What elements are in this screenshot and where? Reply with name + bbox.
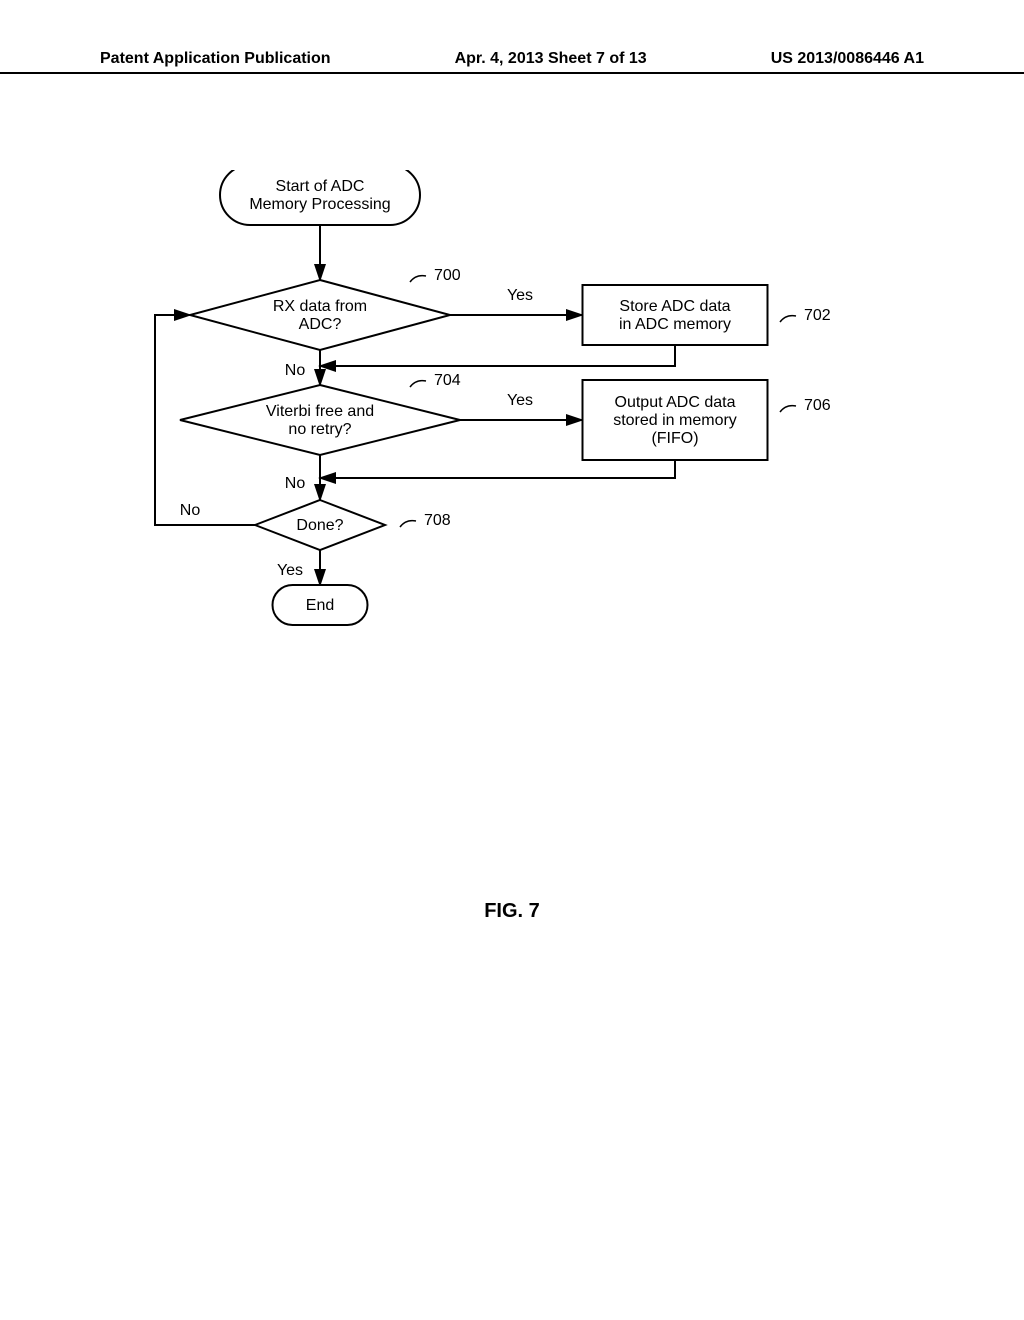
svg-text:Viterbi free and: Viterbi free and xyxy=(266,403,374,420)
page-header: Patent Application Publication Apr. 4, 2… xyxy=(0,50,1024,74)
figure-label: FIG. 7 xyxy=(0,900,1024,923)
svg-text:No: No xyxy=(285,475,306,492)
svg-text:ADC?: ADC? xyxy=(299,316,342,333)
svg-text:End: End xyxy=(306,597,334,614)
header-center: Apr. 4, 2013 Sheet 7 of 13 xyxy=(455,50,647,68)
svg-text:Store ADC data: Store ADC data xyxy=(619,298,730,315)
svg-text:no retry?: no retry? xyxy=(288,421,351,438)
svg-text:708: 708 xyxy=(424,512,451,529)
svg-text:Memory Processing: Memory Processing xyxy=(249,196,390,213)
svg-text:Done?: Done? xyxy=(296,517,343,534)
svg-text:(FIFO): (FIFO) xyxy=(651,430,698,447)
flowchart-diagram: Yes No Yes No No Yes Start of ADCMemory Proces… xyxy=(120,170,900,690)
svg-text:700: 700 xyxy=(434,267,461,284)
svg-text:No: No xyxy=(180,502,201,519)
header-left: Patent Application Publication xyxy=(100,50,331,68)
svg-text:Yes: Yes xyxy=(507,287,533,304)
svg-text:702: 702 xyxy=(804,307,831,324)
header-right: US 2013/0086446 A1 xyxy=(771,50,924,68)
svg-text:in ADC memory: in ADC memory xyxy=(619,316,731,333)
svg-text:Output ADC data: Output ADC data xyxy=(615,394,736,411)
svg-text:Yes: Yes xyxy=(277,562,303,579)
svg-text:704: 704 xyxy=(434,372,461,389)
svg-text:No: No xyxy=(285,362,306,379)
svg-text:Start of ADC: Start of ADC xyxy=(276,178,365,195)
svg-text:stored in memory: stored in memory xyxy=(613,412,737,429)
svg-text:706: 706 xyxy=(804,397,831,414)
svg-text:RX data from: RX data from xyxy=(273,298,367,315)
svg-text:Yes: Yes xyxy=(507,392,533,409)
